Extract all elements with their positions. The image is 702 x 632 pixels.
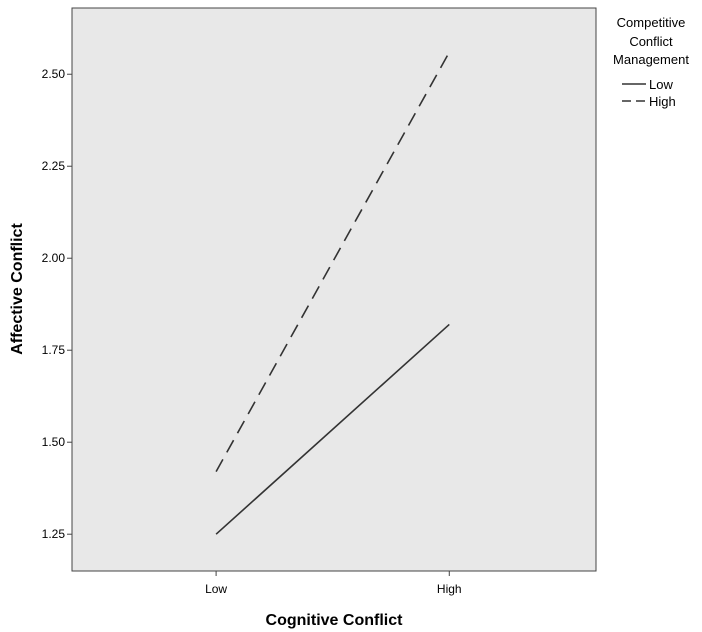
x-tick-label: Low <box>205 582 227 596</box>
y-tick-label: 1.25 <box>42 527 66 541</box>
legend-title-line-2: Conflict <box>629 34 673 49</box>
x-axis: Low High <box>205 571 462 596</box>
legend-label-high: High <box>649 94 676 109</box>
plot-area <box>71 7 597 572</box>
y-tick-label: 2.25 <box>42 159 66 173</box>
y-axis-title: Affective Conflict <box>9 223 26 355</box>
y-tick-label: 2.00 <box>42 251 66 265</box>
y-tick-label: 1.75 <box>42 343 66 357</box>
series-layer <box>215 51 450 535</box>
legend-title-line-3: Management <box>613 52 689 67</box>
legend-label-low: Low <box>649 77 673 92</box>
y-axis: 1.25 1.50 1.75 2.00 2.25 2.50 <box>42 67 72 541</box>
y-tick-label: 2.50 <box>42 67 66 81</box>
series-line-low <box>215 323 450 535</box>
series-line-high <box>215 51 450 473</box>
legend-title-line-1: Competitive <box>617 15 686 30</box>
legend: Competitive Conflict Management Low High <box>613 15 689 109</box>
y-tick-label: 1.50 <box>42 435 66 449</box>
x-axis-title: Cognitive Conflict <box>266 612 404 629</box>
x-tick-label: High <box>437 582 462 596</box>
